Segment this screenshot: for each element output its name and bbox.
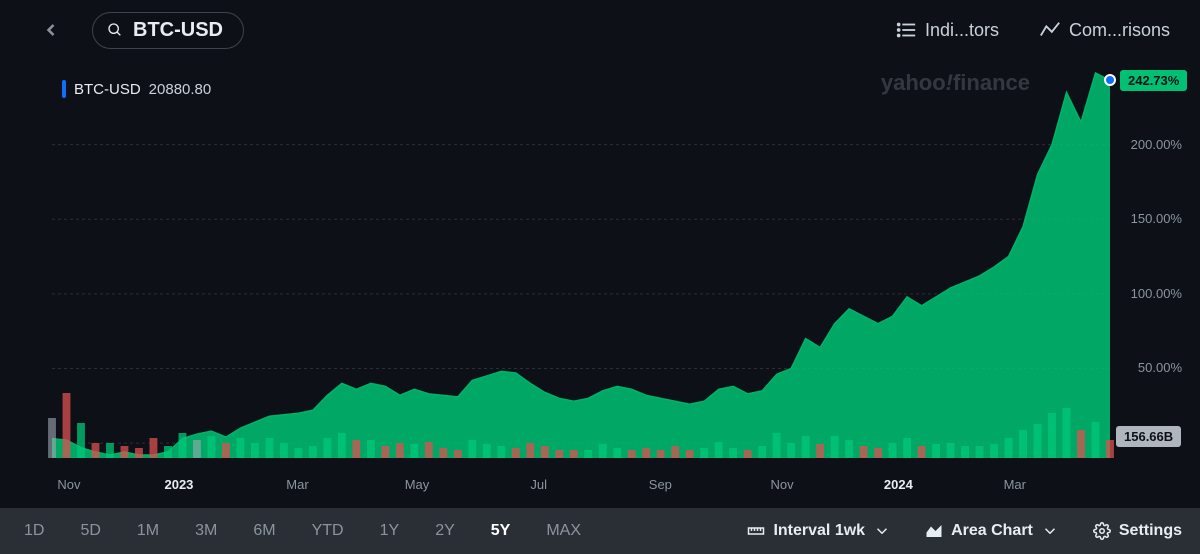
interval-label: Interval 1wk bbox=[773, 522, 865, 540]
range-selector: 1D5D1M3M6MYTD1Y2Y5YMAX bbox=[0, 512, 599, 550]
y-tick-label: 200.00% bbox=[1131, 137, 1182, 152]
volume-badge: 156.66B bbox=[1116, 426, 1181, 447]
price-change-badge: 242.73% bbox=[1120, 70, 1187, 91]
y-tick-label: 50.00% bbox=[1138, 360, 1182, 375]
x-tick-label: Jul bbox=[530, 477, 547, 492]
range-5d[interactable]: 5D bbox=[62, 512, 118, 550]
gear-icon bbox=[1093, 522, 1111, 540]
x-tick-label: 2023 bbox=[164, 477, 193, 492]
x-tick-label: Sep bbox=[649, 477, 672, 492]
search-icon bbox=[107, 22, 123, 38]
chart-legend: BTC-USD 20880.80 bbox=[62, 80, 211, 98]
range-1m[interactable]: 1M bbox=[119, 512, 177, 550]
top-actions: Indi...tors Com...risons bbox=[895, 19, 1170, 41]
price-chart bbox=[48, 66, 1190, 486]
bottom-toolbar: 1D5D1M3M6MYTD1Y2Y5YMAX Interval 1wk Area… bbox=[0, 508, 1200, 554]
y-tick-label: 100.00% bbox=[1131, 286, 1182, 301]
ticker-symbol: BTC-USD bbox=[133, 19, 223, 42]
range-1d[interactable]: 1D bbox=[6, 512, 62, 550]
range-3m[interactable]: 3M bbox=[177, 512, 235, 550]
x-tick-label: May bbox=[405, 477, 430, 492]
back-button[interactable] bbox=[30, 9, 72, 51]
chevron-down-icon bbox=[1041, 522, 1059, 540]
x-tick-label: Nov bbox=[57, 477, 80, 492]
y-tick-label: 150.00% bbox=[1131, 211, 1182, 226]
range-5y[interactable]: 5Y bbox=[473, 512, 529, 550]
x-tick-label: 2024 bbox=[884, 477, 913, 492]
ruler-icon bbox=[747, 522, 765, 540]
chevron-down-icon bbox=[873, 522, 891, 540]
chart-area[interactable]: 242.73% 156.66B 50.00% 100.00% 150.00% 200.… bbox=[48, 66, 1190, 486]
legend-series-value: 20880.80 bbox=[149, 81, 212, 98]
range-2y[interactable]: 2Y bbox=[417, 512, 473, 550]
x-tick-label: Nov bbox=[770, 477, 793, 492]
indicators-button[interactable]: Indi...tors bbox=[895, 19, 999, 41]
legend-series-name: BTC-USD bbox=[74, 81, 141, 98]
x-tick-label: Mar bbox=[1004, 477, 1026, 492]
chevron-left-icon bbox=[41, 20, 61, 40]
comparisons-label: Com...risons bbox=[1069, 20, 1170, 41]
bottom-right-controls: Interval 1wk Area Chart Settings bbox=[747, 522, 1200, 540]
area-chart-icon bbox=[925, 522, 943, 540]
range-6m[interactable]: 6M bbox=[235, 512, 293, 550]
settings-button[interactable]: Settings bbox=[1093, 522, 1182, 540]
top-toolbar: BTC-USD Indi...tors Com...risons bbox=[0, 0, 1200, 60]
ticker-search-pill[interactable]: BTC-USD bbox=[92, 12, 244, 49]
trend-icon bbox=[1039, 19, 1061, 41]
interval-dropdown[interactable]: Interval 1wk bbox=[747, 522, 891, 540]
settings-label: Settings bbox=[1119, 522, 1182, 540]
chart-type-dropdown[interactable]: Area Chart bbox=[925, 522, 1059, 540]
x-tick-label: Mar bbox=[286, 477, 308, 492]
legend-color-bar bbox=[62, 80, 66, 98]
range-max[interactable]: MAX bbox=[528, 512, 599, 550]
range-1y[interactable]: 1Y bbox=[362, 512, 418, 550]
comparisons-button[interactable]: Com...risons bbox=[1039, 19, 1170, 41]
list-icon bbox=[895, 19, 917, 41]
range-ytd[interactable]: YTD bbox=[294, 512, 362, 550]
indicators-label: Indi...tors bbox=[925, 20, 999, 41]
chart-type-label: Area Chart bbox=[951, 522, 1033, 540]
